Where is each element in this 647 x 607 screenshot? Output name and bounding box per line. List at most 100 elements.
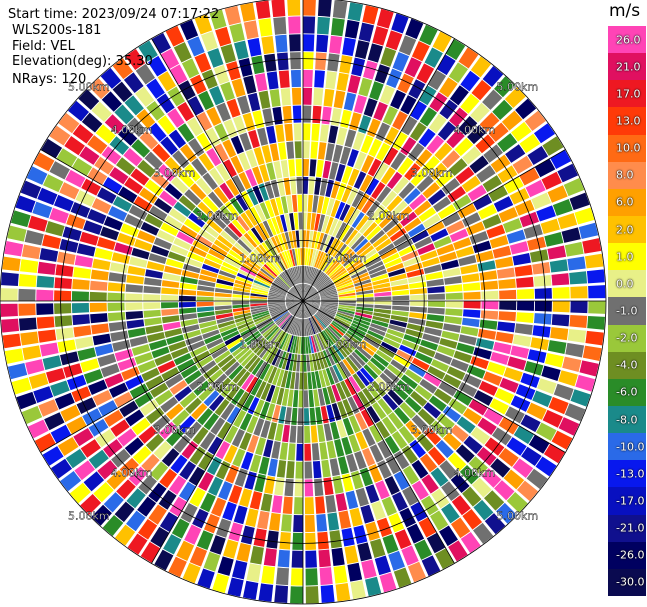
velocity-bin [314,371,322,389]
velocity-bin [107,282,126,292]
velocity-bin [130,168,150,186]
velocity-bin [310,335,317,353]
velocity-bin [382,252,400,264]
velocity-bin [338,306,356,312]
velocity-bin [170,176,189,194]
velocity-bin [229,23,245,43]
velocity-bin [289,425,297,443]
velocity-bin [438,251,457,263]
velocity-bin [129,335,148,347]
velocity-bin [250,545,264,565]
velocity-bin [416,175,434,193]
velocity-bin [119,457,139,478]
velocity-bin [284,123,294,142]
velocity-bin [19,259,39,274]
velocity-bin [197,279,216,288]
velocity-bin [116,479,136,500]
velocity-bin [401,445,418,464]
velocity-bin [274,311,289,324]
velocity-bin [296,301,303,318]
velocity-bin [305,336,309,354]
velocity-bin [536,422,557,441]
velocity-bin [293,497,303,515]
velocity-bin [312,270,322,286]
velocity-bin [303,159,310,177]
velocity-bin [252,312,270,320]
velocity-bin [308,248,314,266]
velocity-bin [218,270,236,279]
velocity-bin [314,231,321,249]
velocity-bin [284,478,294,497]
velocity-bin [317,16,331,35]
velocity-bin [427,307,445,315]
velocity-bin [404,162,421,181]
velocity-bin [579,360,599,377]
velocity-bin [303,301,314,315]
velocity-bin [393,450,410,470]
velocity-bin [215,26,232,47]
velocity-bin [295,336,300,354]
velocity-bin [320,295,338,299]
velocity-bin [343,92,357,111]
velocity-bin [356,303,374,308]
velocity-bin [230,155,244,174]
velocity-bin [295,230,300,248]
velocity-bin [161,367,180,381]
velocity-bin [316,159,324,178]
velocity-bin [445,39,466,61]
velocity-bin [273,160,283,179]
velocity-bin [377,398,393,416]
velocity-bin [443,432,462,451]
velocity-bin [318,281,334,292]
velocity-bin [107,292,125,301]
velocity-bin [107,312,126,322]
velocity-bin [482,175,503,193]
velocity-bin [242,580,259,600]
velocity-bin [333,318,349,330]
velocity-bin [271,0,286,18]
velocity-bin [252,282,270,290]
velocity-bin [374,291,392,297]
velocity-bin [403,334,422,345]
velocity-bin [347,2,364,22]
velocity-bin [10,210,31,228]
velocity-bin [319,253,329,270]
velocity-bin [314,177,322,195]
velocity-bin [378,345,396,359]
velocity-bin [240,325,257,337]
velocity-bin [308,230,314,248]
velocity-bin [74,255,94,268]
velocity-bin [126,510,146,532]
velocity-bin [183,329,202,340]
velocity-bin [226,337,243,350]
velocity-bin [441,481,460,501]
velocity-bin [382,393,399,411]
velocity-bin [264,325,278,339]
velocity-bin [356,289,374,295]
velocity-bin [393,471,410,491]
velocity-bin [304,479,314,497]
velocity-bin [303,283,307,301]
velocity-bin [178,481,196,502]
colorbar-swatch: -17.0 [608,487,646,515]
velocity-bin [411,357,430,371]
velocity-bin [482,65,504,88]
velocity-bin [250,301,268,304]
velocity-bin [220,327,238,338]
velocity-bin [161,287,179,295]
velocity-bin [527,236,546,251]
velocity-bin [196,177,213,195]
velocity-bin [178,415,196,434]
velocity-bin [456,416,476,434]
velocity-bin [196,111,213,131]
velocity-bin [439,337,458,349]
colorbar-tick-label: 8.0 [616,168,634,182]
velocity-bin [290,568,303,586]
velocity-bin [250,378,263,396]
velocity-bin [401,116,418,136]
velocity-bin [345,229,359,245]
velocity-bin [270,179,280,198]
velocity-bin [342,358,356,375]
velocity-bin [132,445,152,465]
velocity-bin [66,416,87,435]
